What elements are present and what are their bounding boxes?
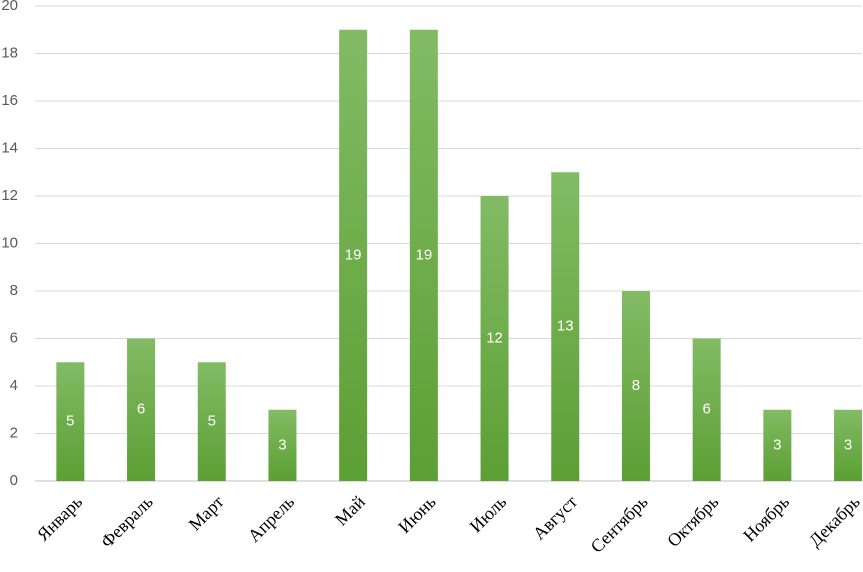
data-label: 6	[137, 401, 145, 418]
x-tick-label: Апрель	[244, 492, 298, 546]
bar	[127, 338, 156, 481]
x-tick-label: Февраль	[97, 492, 157, 552]
bar	[339, 29, 368, 481]
y-tick-label: 0	[10, 472, 18, 489]
x-tick-label: Июнь	[394, 492, 439, 537]
x-tick-label: Март	[185, 492, 228, 535]
x-tick-label: Декабрь	[805, 492, 863, 551]
data-label: 3	[844, 436, 852, 453]
x-tick-label: Сентябрь	[587, 492, 652, 557]
bar	[480, 196, 509, 481]
bar	[692, 338, 721, 481]
data-label: 19	[345, 246, 362, 263]
y-tick-label: 6	[10, 329, 18, 346]
data-label: 8	[632, 377, 640, 394]
data-label: 12	[486, 329, 503, 346]
data-label: 19	[416, 246, 433, 263]
y-tick-label: 8	[10, 282, 18, 299]
bar	[763, 409, 792, 481]
bar	[551, 172, 580, 481]
x-tick-label: Июль	[466, 492, 511, 537]
data-label: 13	[557, 318, 574, 335]
x-tick-label: Октябрь	[663, 492, 722, 551]
data-label: 3	[773, 436, 781, 453]
data-label: 5	[66, 413, 74, 430]
y-tick-label: 18	[1, 44, 18, 61]
x-tick-label: Май	[331, 491, 369, 529]
bar	[621, 291, 650, 481]
y-tick-label: 16	[1, 92, 18, 109]
y-tick-label: 14	[1, 139, 18, 156]
bar	[834, 409, 863, 481]
x-tick-label: Август	[529, 492, 581, 544]
data-label: 3	[278, 436, 286, 453]
y-tick-label: 4	[10, 377, 18, 394]
data-label: 5	[208, 413, 216, 430]
x-tick-label: Январь	[33, 492, 86, 545]
y-tick-label: 20	[1, 0, 18, 14]
bar	[268, 409, 297, 481]
y-tick-label: 12	[1, 187, 18, 204]
x-tick-label: Ноябрь	[739, 492, 793, 546]
y-tick-label: 2	[10, 424, 18, 441]
bar	[409, 29, 438, 481]
bar	[56, 362, 85, 481]
bar	[197, 362, 226, 481]
y-tick-label: 10	[1, 234, 18, 251]
data-label: 6	[702, 401, 710, 418]
